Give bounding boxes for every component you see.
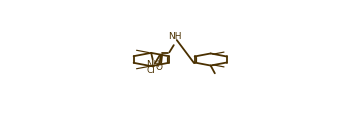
Text: O: O	[155, 63, 162, 72]
Text: Cl: Cl	[146, 66, 155, 75]
Text: NH: NH	[146, 60, 160, 69]
Text: NH: NH	[168, 32, 182, 41]
